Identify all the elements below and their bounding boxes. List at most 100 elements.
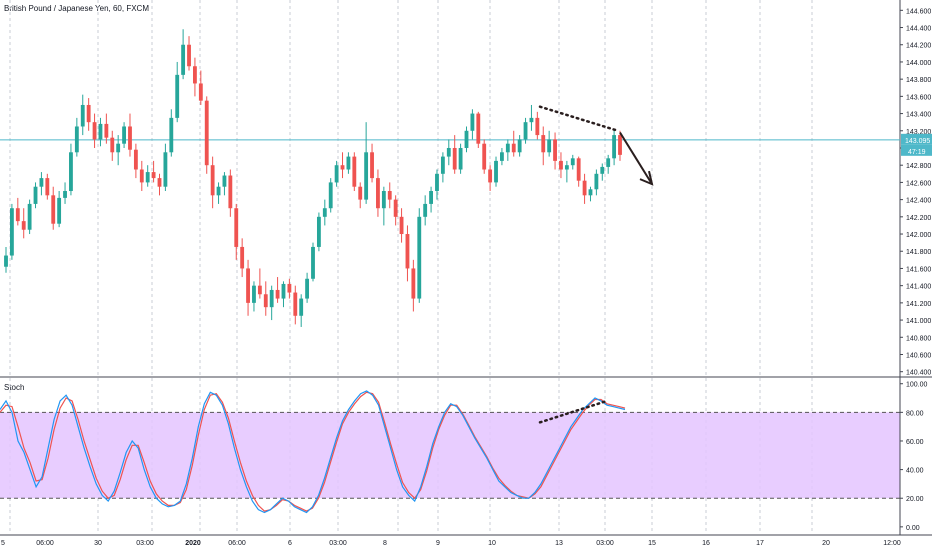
candle[interactable]	[464, 126, 469, 153]
candle[interactable]	[198, 70, 203, 105]
candle[interactable]	[553, 132, 557, 170]
candle[interactable]	[505, 139, 510, 161]
candle[interactable]	[287, 278, 292, 299]
price-trendline[interactable]	[538, 105, 620, 133]
candle[interactable]	[275, 277, 280, 303]
candle[interactable]	[594, 169, 599, 196]
candle[interactable]	[4, 246, 8, 273]
candle[interactable]	[352, 152, 357, 192]
candle[interactable]	[423, 195, 428, 226]
candle[interactable]	[216, 182, 221, 204]
candle[interactable]	[63, 182, 67, 204]
candle[interactable]	[446, 139, 451, 166]
candle[interactable]	[470, 109, 475, 140]
candle[interactable]	[411, 259, 416, 312]
candle[interactable]	[316, 212, 321, 252]
candle[interactable]	[133, 143, 138, 179]
candle[interactable]	[240, 238, 245, 278]
candle[interactable]	[582, 173, 587, 204]
candle[interactable]	[157, 173, 162, 196]
candle[interactable]	[535, 111, 540, 140]
candle[interactable]	[57, 191, 62, 228]
candle[interactable]	[529, 104, 534, 131]
candle[interactable]	[381, 186, 386, 226]
candle[interactable]	[51, 186, 56, 230]
candle[interactable]	[21, 208, 26, 239]
candle[interactable]	[27, 199, 32, 235]
candle[interactable]	[588, 186, 593, 202]
candle[interactable]	[210, 156, 215, 209]
candle[interactable]	[104, 113, 109, 144]
candle[interactable]	[281, 281, 286, 308]
candle[interactable]	[175, 61, 180, 123]
candle[interactable]	[564, 160, 569, 183]
candle[interactable]	[193, 57, 197, 97]
candle[interactable]	[376, 169, 380, 217]
candle[interactable]	[476, 111, 481, 148]
candle[interactable]	[252, 281, 256, 312]
candle[interactable]	[340, 152, 345, 179]
candle[interactable]	[139, 160, 144, 192]
candle[interactable]	[600, 163, 605, 181]
candle[interactable]	[69, 143, 73, 196]
candle[interactable]	[612, 129, 617, 166]
candle[interactable]	[293, 285, 298, 325]
candle[interactable]	[269, 285, 274, 321]
stoch-trendline[interactable]	[538, 399, 609, 424]
candle[interactable]	[204, 96, 209, 174]
candle[interactable]	[346, 152, 351, 174]
candle[interactable]	[74, 117, 79, 157]
candle[interactable]	[482, 139, 487, 174]
candle[interactable]	[328, 178, 333, 213]
candle[interactable]	[98, 117, 103, 147]
candle[interactable]	[299, 294, 304, 327]
candle[interactable]	[128, 113, 132, 157]
candle[interactable]	[181, 29, 186, 80]
candle[interactable]	[322, 199, 327, 226]
candle[interactable]	[618, 130, 622, 161]
candle[interactable]	[45, 173, 50, 200]
candle[interactable]	[570, 154, 575, 170]
candle[interactable]	[86, 98, 91, 131]
candle[interactable]	[435, 169, 439, 200]
candle[interactable]	[405, 225, 410, 282]
candle[interactable]	[393, 195, 398, 226]
candle[interactable]	[358, 182, 363, 209]
candle[interactable]	[511, 130, 516, 157]
candle[interactable]	[334, 160, 339, 187]
candle[interactable]	[222, 172, 227, 196]
candle[interactable]	[517, 135, 522, 157]
candle[interactable]	[110, 130, 115, 161]
candle[interactable]	[500, 147, 504, 166]
candle[interactable]	[169, 109, 174, 157]
candle[interactable]	[80, 94, 85, 136]
candle[interactable]	[116, 135, 121, 166]
candle[interactable]	[541, 126, 546, 166]
candle[interactable]	[417, 208, 422, 303]
candle[interactable]	[234, 203, 239, 260]
candle[interactable]	[452, 135, 457, 174]
candle[interactable]	[122, 122, 126, 148]
candle[interactable]	[458, 143, 463, 174]
down-arrow[interactable]	[619, 131, 653, 185]
candle[interactable]	[488, 165, 493, 192]
candle[interactable]	[228, 169, 233, 217]
candle[interactable]	[33, 182, 38, 209]
candle[interactable]	[246, 259, 250, 316]
candle[interactable]	[311, 242, 315, 282]
candle[interactable]	[576, 156, 581, 187]
candle[interactable]	[370, 143, 374, 183]
candle[interactable]	[39, 172, 44, 196]
candle[interactable]	[559, 152, 563, 179]
candle[interactable]	[15, 197, 20, 226]
candle[interactable]	[151, 160, 156, 183]
candle[interactable]	[494, 156, 498, 187]
candle[interactable]	[145, 165, 150, 187]
candle[interactable]	[92, 113, 97, 148]
candle[interactable]	[257, 268, 262, 299]
candle[interactable]	[429, 186, 433, 213]
candle[interactable]	[387, 182, 392, 209]
candle[interactable]	[263, 281, 268, 316]
candle[interactable]	[364, 122, 369, 204]
